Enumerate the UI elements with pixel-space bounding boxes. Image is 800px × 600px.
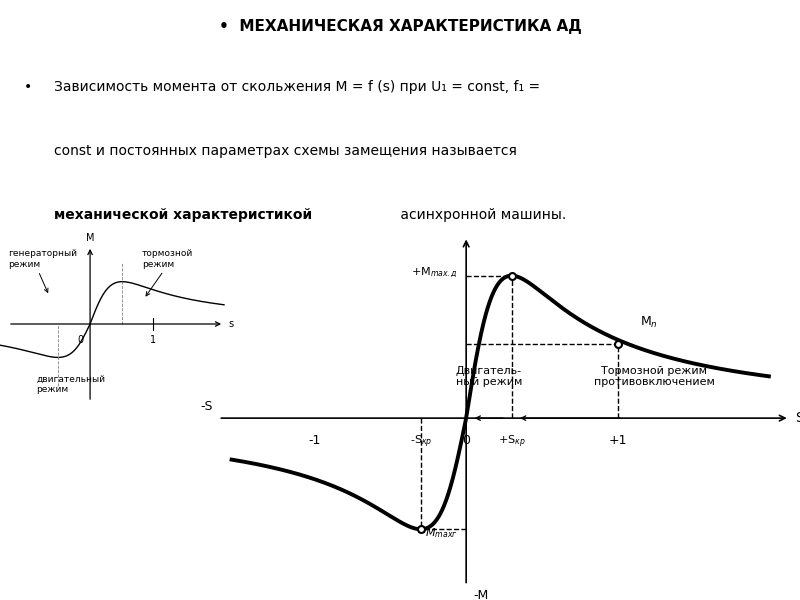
Text: +1: +1 xyxy=(608,434,626,446)
Text: -1: -1 xyxy=(309,434,321,446)
Text: s: s xyxy=(228,319,234,329)
Text: Тормозной режим
противовключением: Тормозной режим противовключением xyxy=(594,366,714,388)
Text: +M$_{max.д}$: +M$_{max.д}$ xyxy=(411,265,458,280)
Text: •: • xyxy=(24,80,32,94)
Text: M$_n$: M$_n$ xyxy=(640,315,658,331)
Text: генераторный
режим: генераторный режим xyxy=(8,249,77,269)
Text: •  МЕХАНИЧЕСКАЯ ХАРАКТЕРИСТИКА АД: • МЕХАНИЧЕСКАЯ ХАРАКТЕРИСТИКА АД xyxy=(218,19,582,34)
Text: механической характеристикой: механической характеристикой xyxy=(54,208,313,222)
Text: +S$_{кр}$: +S$_{кр}$ xyxy=(498,434,526,450)
Text: -M: -M xyxy=(473,589,488,600)
Text: Двигатель-
ный режим: Двигатель- ный режим xyxy=(456,366,522,388)
Text: const и постоянных параметрах схемы замещения называется: const и постоянных параметрах схемы заме… xyxy=(54,144,518,158)
Text: -S: -S xyxy=(200,400,213,413)
Text: 1: 1 xyxy=(150,335,156,345)
Text: S: S xyxy=(795,411,800,425)
Text: асинхронной машины.: асинхронной машины. xyxy=(396,208,566,222)
Text: М: М xyxy=(86,233,94,243)
Text: 0: 0 xyxy=(462,434,470,446)
Text: 0: 0 xyxy=(78,335,84,345)
Text: двигательный
режим: двигательный режим xyxy=(36,375,105,394)
Text: $-M_{max г}$: $-M_{max г}$ xyxy=(416,526,458,539)
Text: тормозной
режим: тормозной режим xyxy=(142,249,193,269)
Text: -S$_{кр}$: -S$_{кр}$ xyxy=(410,434,432,450)
Text: Зависимость момента от скольжения М = f (s) при U₁ = const, f₁ =: Зависимость момента от скольжения М = f … xyxy=(54,80,541,94)
